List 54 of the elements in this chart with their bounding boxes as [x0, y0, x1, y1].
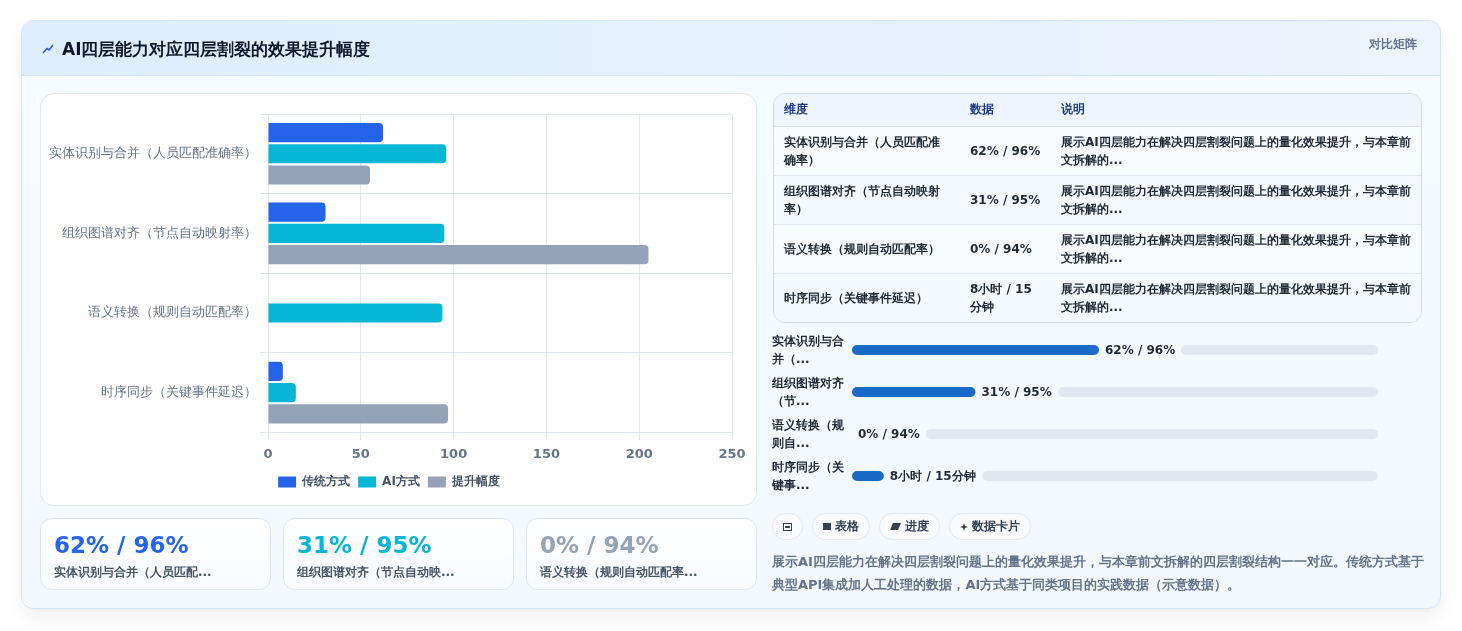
- text: 0% / 94%: [540, 531, 659, 559]
- data-label: 8小时 / 15分钟: [889, 467, 976, 485]
- bar: [268, 165, 371, 185]
- category-label: 说明: [1051, 94, 1421, 126]
- text: 31% / 95%: [960, 175, 1051, 224]
- bar: [268, 361, 283, 381]
- bar: [268, 223, 445, 243]
- bar: [268, 303, 443, 323]
- text: 31% / 95%: [297, 531, 432, 559]
- chart-title: AI四层能力对应四层割裂的效果提升幅度: [62, 38, 371, 60]
- table-view-button[interactable]: 表格: [812, 513, 870, 540]
- x-tick-label: 100: [440, 445, 468, 461]
- bar: [268, 123, 384, 143]
- bar: [268, 202, 326, 222]
- y-tick-label: 实体识别与合并（人员匹配准确率）: [49, 145, 257, 161]
- y-tick-label: 时序同步（关键事件延迟）: [101, 383, 257, 399]
- text: 62% / 96%: [960, 126, 1051, 175]
- y-tick-label: 时序同步（关键事...: [772, 459, 845, 494]
- bar: [268, 383, 296, 403]
- category-label: 组织图谱对齐（节点自动映...: [297, 564, 455, 580]
- data-label: 62% / 96%: [1105, 341, 1176, 359]
- data-label: 0% / 94%: [858, 425, 920, 443]
- text: 8小时 / 15分钟: [960, 273, 1051, 322]
- y-tick-label: 语义转换（规则自动匹配率）: [88, 304, 257, 320]
- x-tick-label: 50: [351, 445, 370, 461]
- y-tick-label: 实体识别与合并（...: [772, 333, 845, 368]
- cards-view-button[interactable]: 数据卡片: [949, 513, 1031, 540]
- y-tick-label: 组织图谱对齐（节点自动映射率）: [62, 224, 257, 240]
- category-label: 语义转换（规则自动匹配率...: [540, 564, 698, 580]
- legend-label: 提升幅度: [450, 474, 500, 489]
- data-label: 31% / 95%: [981, 383, 1052, 401]
- bar: [268, 144, 447, 164]
- text: 展示AI四层能力在解决四层割裂问题上的量化效果提升，与本章前文拆解的...: [1051, 224, 1421, 273]
- text: 对比矩阵: [1369, 36, 1417, 52]
- category-label: 实体识别与合并（人员匹配...: [54, 564, 212, 580]
- text: 62% / 96%: [54, 531, 189, 559]
- category-label: 维度: [774, 94, 960, 126]
- x-tick-label: 250: [718, 445, 746, 461]
- x-tick-label: 0: [263, 445, 273, 461]
- legend-label: AI方式: [382, 474, 420, 489]
- bar: [268, 245, 649, 265]
- text: 展示AI四层能力在解决四层割裂问题上的量化效果提升，与本章前文拆解的...: [1051, 126, 1421, 175]
- text: 展示AI四层能力在解决四层割裂问题上的量化效果提升，与本章前文拆解的...: [1051, 175, 1421, 224]
- y-tick-label: 语义转换（规则自...: [772, 417, 845, 452]
- progress-view-button[interactable]: 进度: [879, 513, 940, 540]
- text: 展示AI四层能力在解决四层割裂问题上的量化效果提升，与本章前文拆解的...: [1051, 273, 1421, 322]
- category-label: 数据: [960, 94, 1051, 126]
- text: 展示AI四层能力在解决四层割裂问题上的量化效果提升，与本章前文拆解的四层割裂结构一一对应。传统方式基于典型API集成加人工处理的数据，AI方式基于同类项目的实践数据（示意数据）。: [772, 553, 1425, 594]
- x-tick-label: 150: [532, 445, 560, 461]
- x-tick-label: 200: [625, 445, 653, 461]
- bar: [268, 404, 449, 424]
- text: 0% / 94%: [960, 224, 1051, 273]
- legend-label: 传统方式: [301, 474, 351, 489]
- y-tick-label: 组织图谱对齐（节...: [772, 375, 845, 410]
